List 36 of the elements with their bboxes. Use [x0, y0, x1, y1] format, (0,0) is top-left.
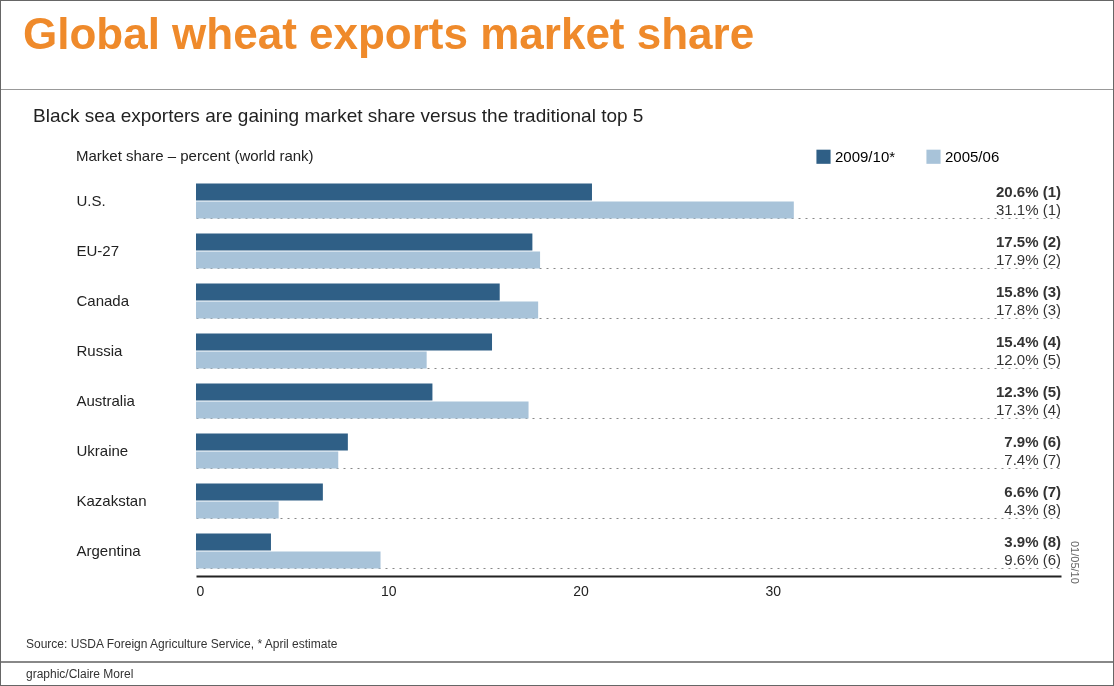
data-label: 4.3% (8) [1004, 500, 1061, 518]
text: 01/05/10 [1069, 541, 1081, 584]
data-label: 17.9% (2) [995, 250, 1061, 268]
data-label: 15.4% (4) [995, 333, 1061, 351]
y-tick-label: Canada [76, 292, 130, 309]
x-tick-label: 20 [573, 582, 589, 599]
data-label: 17.3% (4) [995, 400, 1061, 418]
chart-subtitle: Black sea exporters are gaining market share versus the traditional top 5 [33, 105, 644, 127]
x-tick-label: 0 [196, 582, 205, 599]
legend-label: 2005/06 [945, 147, 1000, 165]
data-label: 17.8% (3) [995, 300, 1061, 318]
y-tick-label: U.S. [76, 192, 106, 209]
data-label: 20.6% (1) [995, 183, 1061, 201]
y-tick-label: Russia [76, 342, 124, 359]
x-tick-label: 30 [765, 582, 782, 599]
x-axis-title: Market share – percent (world rank) [76, 147, 314, 164]
data-label: 12.0% (5) [995, 350, 1061, 368]
data-label: 6.6% (7) [1004, 483, 1061, 501]
y-tick-label: Argentina [76, 542, 142, 559]
data-label: 9.6% (6) [1004, 550, 1061, 568]
data-label: 15.8% (3) [995, 283, 1061, 301]
y-tick-label: Kazakstan [76, 492, 147, 509]
text: graphic/Claire Morel [26, 667, 134, 681]
data-label: 7.9% (6) [1004, 433, 1061, 451]
data-label: 31.1% (1) [995, 200, 1061, 218]
legend-label: 2009/10* [835, 147, 896, 165]
chart-title: Global wheat exports market share [23, 9, 755, 59]
y-tick-label: EU-27 [76, 242, 120, 259]
data-label: 17.5% (2) [995, 233, 1061, 251]
source-note: Source: USDA Foreign Agriculture Service, * April estimate [26, 637, 338, 651]
y-tick-label: Ukraine [76, 442, 129, 459]
data-label: 3.9% (8) [1004, 533, 1061, 551]
x-tick-label: 10 [380, 582, 397, 599]
data-label: 7.4% (7) [1004, 450, 1061, 468]
y-tick-label: Australia [76, 392, 136, 409]
data-label: 12.3% (5) [995, 383, 1061, 401]
